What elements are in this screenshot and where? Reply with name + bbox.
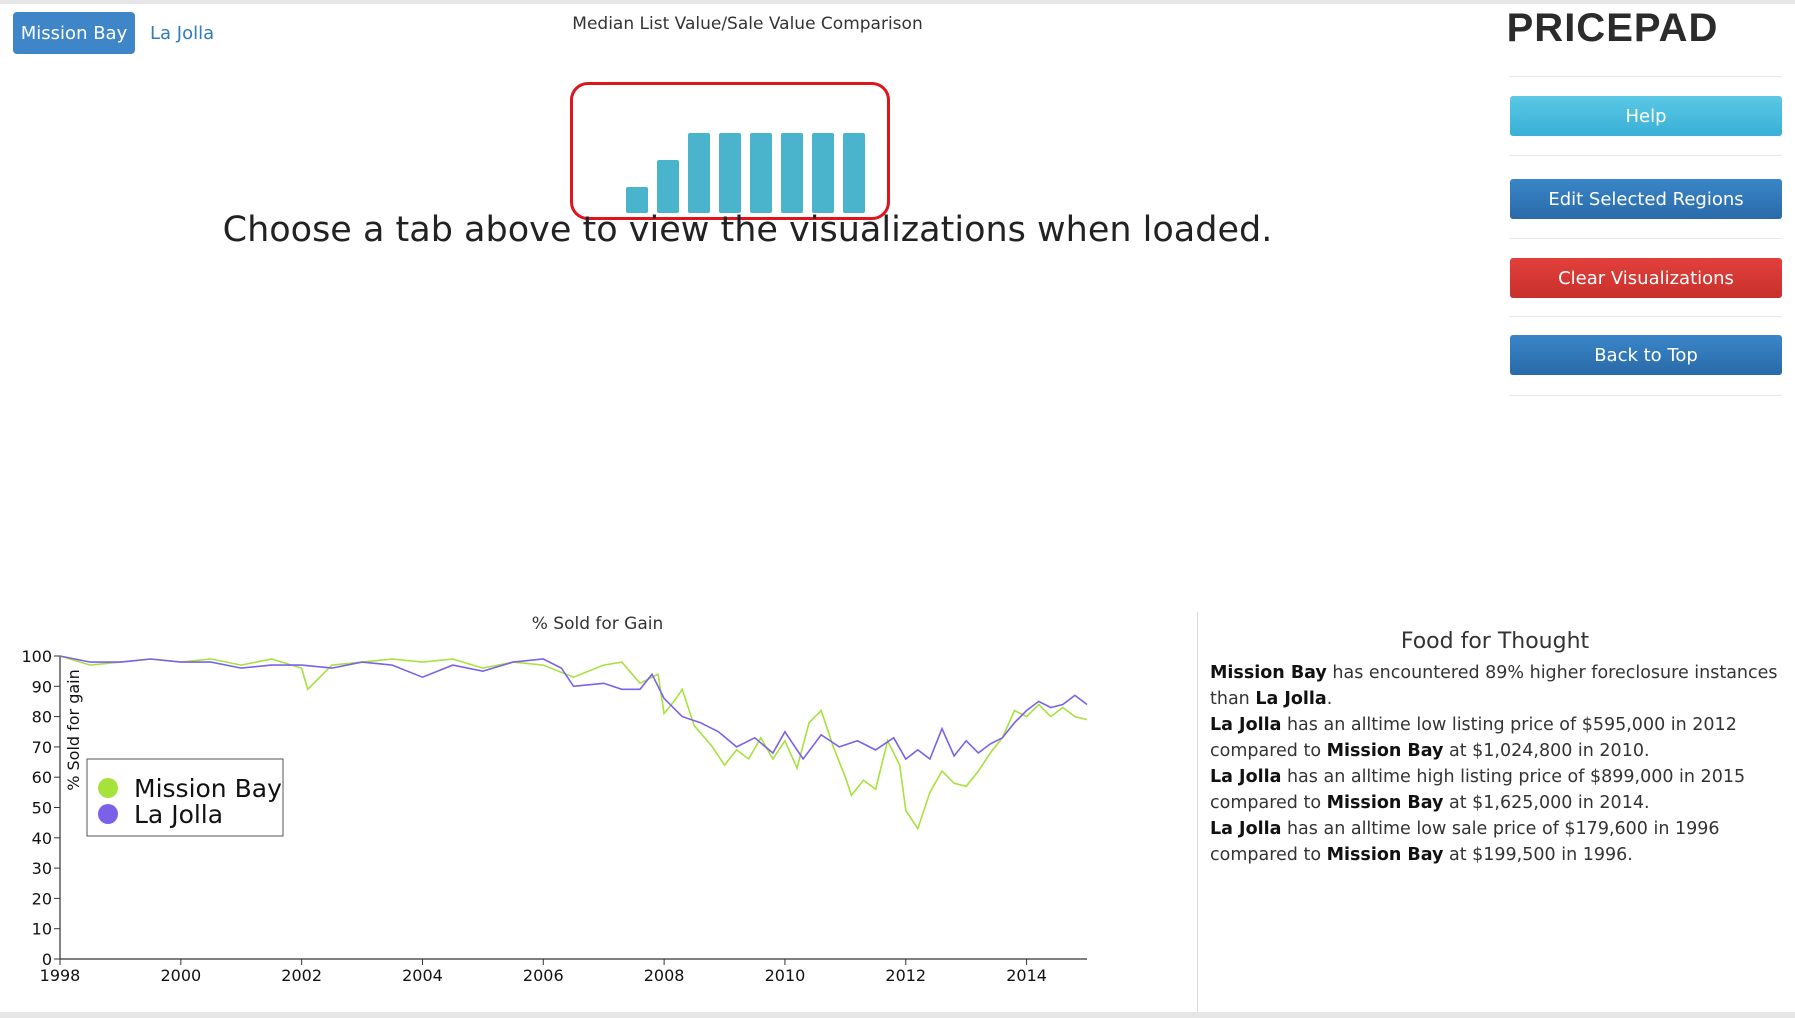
tab-la-jolla[interactable]: La Jolla bbox=[150, 22, 215, 44]
fact-low-sale: La Jolla has an alltime low sale price o… bbox=[1210, 819, 1720, 865]
loader-bar bbox=[843, 133, 865, 213]
series-line-mission-bay bbox=[59, 655, 1088, 831]
legend-label: Mission Bay bbox=[134, 774, 282, 803]
tab-mission-bay[interactable]: Mission Bay bbox=[13, 12, 135, 54]
loader-bar bbox=[657, 160, 679, 213]
fact-high-listing: La Jolla has an alltime high listing pri… bbox=[1210, 767, 1746, 813]
bottom-border bbox=[0, 1012, 1795, 1018]
brand-logo: PRICEPAD bbox=[1506, 6, 1719, 50]
fact-low-listing: La Jolla has an alltime low listing pric… bbox=[1210, 715, 1737, 761]
legend-swatch bbox=[98, 778, 118, 798]
x-tick-label: 2010 bbox=[765, 966, 806, 985]
legend-label: La Jolla bbox=[134, 800, 223, 829]
y-tick-label: 40 bbox=[32, 829, 52, 848]
loader-bar bbox=[812, 133, 834, 213]
series-line-la-jolla bbox=[59, 655, 1088, 761]
y-tick-label: 10 bbox=[32, 920, 52, 939]
x-tick-label: 2004 bbox=[402, 966, 443, 985]
y-tick-label: 50 bbox=[32, 799, 52, 818]
page-subtitle: Median List Value/Sale Value Comparison bbox=[572, 14, 923, 34]
loader-bar bbox=[750, 133, 772, 213]
food-for-thought-text: Mission Bay has encountered 89% higher f… bbox=[1210, 660, 1785, 868]
divider bbox=[1510, 395, 1782, 396]
clear-visualizations-button[interactable]: Clear Visualizations bbox=[1510, 258, 1782, 298]
x-tick-label: 2014 bbox=[1006, 966, 1047, 985]
back-to-top-button[interactable]: Back to Top bbox=[1510, 335, 1782, 375]
loading-indicator bbox=[570, 82, 890, 220]
y-tick-label: 60 bbox=[32, 768, 52, 787]
x-tick-label: 2012 bbox=[885, 966, 926, 985]
legend-box bbox=[86, 758, 284, 837]
percent-sold-for-gain-chart: 0 10 20 30 40 50 60 70 80 90 100 1998 2000 2002 2004 20… bbox=[21, 647, 1088, 985]
loader-bar bbox=[781, 133, 803, 213]
loader-bar bbox=[719, 133, 741, 213]
loader-bar bbox=[626, 187, 648, 213]
y-tick-label: 30 bbox=[32, 859, 52, 878]
chart-title: % Sold for Gain bbox=[531, 614, 664, 634]
y-axis-label: % Sold for gain bbox=[64, 669, 83, 791]
fact-foreclosure: Mission Bay has encountered 89% higher f… bbox=[1210, 663, 1778, 709]
loader-bar bbox=[688, 133, 710, 213]
vertical-divider bbox=[1197, 612, 1198, 1012]
main-message: Choose a tab above to view the visualiza… bbox=[222, 210, 1273, 250]
y-tick-label: 80 bbox=[32, 708, 52, 727]
divider bbox=[1510, 76, 1782, 77]
food-for-thought-title: Food for Thought bbox=[1400, 629, 1590, 654]
y-tick-label: 20 bbox=[32, 889, 52, 908]
y-tick-label: 0 bbox=[42, 950, 52, 969]
legend-swatch bbox=[98, 804, 118, 824]
y-tick-label: 100 bbox=[21, 647, 52, 666]
x-tick-label: 1998 bbox=[40, 966, 81, 985]
x-tick-label: 2006 bbox=[523, 966, 564, 985]
y-tick-label: 70 bbox=[32, 738, 52, 757]
help-button[interactable]: Help bbox=[1510, 96, 1782, 136]
divider bbox=[1510, 316, 1782, 317]
y-tick-label: 90 bbox=[32, 677, 52, 696]
divider bbox=[1510, 155, 1782, 156]
x-tick-label: 2002 bbox=[281, 966, 322, 985]
top-border bbox=[0, 0, 1795, 4]
edit-selected-regions-button[interactable]: Edit Selected Regions bbox=[1510, 179, 1782, 219]
x-tick-label: 2008 bbox=[644, 966, 685, 985]
divider bbox=[1510, 238, 1782, 239]
x-tick-label: 2000 bbox=[160, 966, 201, 985]
